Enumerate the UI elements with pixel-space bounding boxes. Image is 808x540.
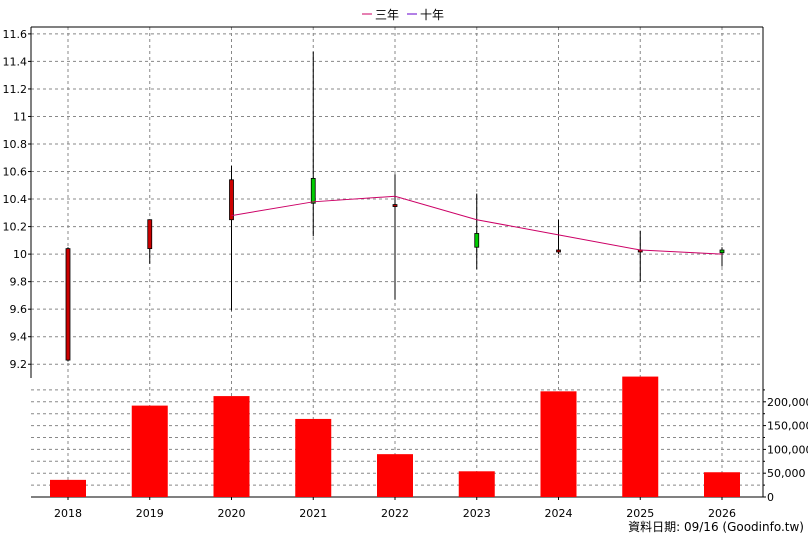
data-date-footer: 資料日期: 09/16 (Goodinfo.tw) bbox=[628, 520, 804, 534]
x-axis: 2018 2019 2020 2021 2022 2023 2024 2025 2026 bbox=[54, 497, 736, 520]
volume-bar-2022 bbox=[377, 454, 413, 497]
price-tick-label: 9.8 bbox=[10, 276, 28, 289]
volume-bar-2024 bbox=[540, 391, 577, 497]
volume-panel: 200,000 150,000 100,000 50,000 0 bbox=[31, 376, 808, 504]
volume-tick-label: 50,000 bbox=[767, 467, 806, 480]
legend-label-0: 三年 bbox=[375, 8, 399, 22]
price-tick-label: 11.6 bbox=[3, 28, 28, 41]
volume-bar-2026 bbox=[704, 472, 740, 497]
price-tick-label: 9.2 bbox=[10, 358, 28, 371]
candle-body-2024 bbox=[556, 249, 561, 253]
volume-tick-label: 150,000 bbox=[767, 420, 808, 433]
price-tick-label: 9.4 bbox=[10, 331, 28, 344]
x-tick-label-2021: 2021 bbox=[299, 507, 327, 520]
volume-bar-2021 bbox=[295, 418, 332, 497]
x-tick-label-2023: 2023 bbox=[463, 507, 491, 520]
price-panel: 11.6 11.4 11.2 11 10.8 10.6 10.4 10.2 10 9.8 9.6 9.… bbox=[3, 26, 764, 497]
price-tick-label: 11 bbox=[13, 110, 27, 123]
price-tick-label: 10.2 bbox=[3, 221, 28, 234]
price-tick-label: 10.4 bbox=[3, 193, 28, 206]
volume-tick-label: 0 bbox=[767, 491, 774, 504]
price-tick-label: 10 bbox=[13, 248, 27, 261]
candle-body-2018 bbox=[65, 248, 71, 361]
volume-bar-2019 bbox=[131, 405, 168, 497]
price-tick-label: 11.4 bbox=[3, 55, 28, 68]
volume-bar-2020 bbox=[213, 396, 250, 497]
legend: 三年 十年 bbox=[362, 8, 444, 22]
volume-tick-label: 200,000 bbox=[767, 396, 808, 409]
volume-bar-2018 bbox=[50, 479, 86, 497]
x-tick-label-2020: 2020 bbox=[218, 507, 246, 520]
price-tick-label: 11.2 bbox=[3, 83, 28, 96]
x-tick-label-2018: 2018 bbox=[54, 507, 82, 520]
x-tick-label-2024: 2024 bbox=[545, 507, 573, 520]
volume-tick-label: 100,000 bbox=[767, 443, 808, 456]
x-tick-label-2019: 2019 bbox=[136, 507, 164, 520]
avg-line-three-year bbox=[231, 195, 723, 255]
legend-label-1: 十年 bbox=[420, 8, 444, 22]
volume-bar-2023 bbox=[458, 471, 495, 497]
price-tick-label: 9.6 bbox=[10, 303, 28, 316]
x-tick-label-2026: 2026 bbox=[708, 507, 736, 520]
candle-body-2021 bbox=[310, 178, 316, 204]
x-tick-label-2025: 2025 bbox=[626, 507, 654, 520]
candle-body-2019 bbox=[147, 219, 153, 250]
candle-body-2022 bbox=[392, 204, 398, 207]
candle-body-2020 bbox=[229, 179, 234, 221]
candle-body-2026 bbox=[719, 249, 725, 254]
price-tick-label: 10.6 bbox=[3, 166, 28, 179]
x-tick-label-2022: 2022 bbox=[381, 507, 409, 520]
candle-body-2023 bbox=[474, 233, 480, 248]
volume-bar-2025 bbox=[622, 376, 659, 497]
price-tick-label: 10.8 bbox=[3, 138, 28, 151]
